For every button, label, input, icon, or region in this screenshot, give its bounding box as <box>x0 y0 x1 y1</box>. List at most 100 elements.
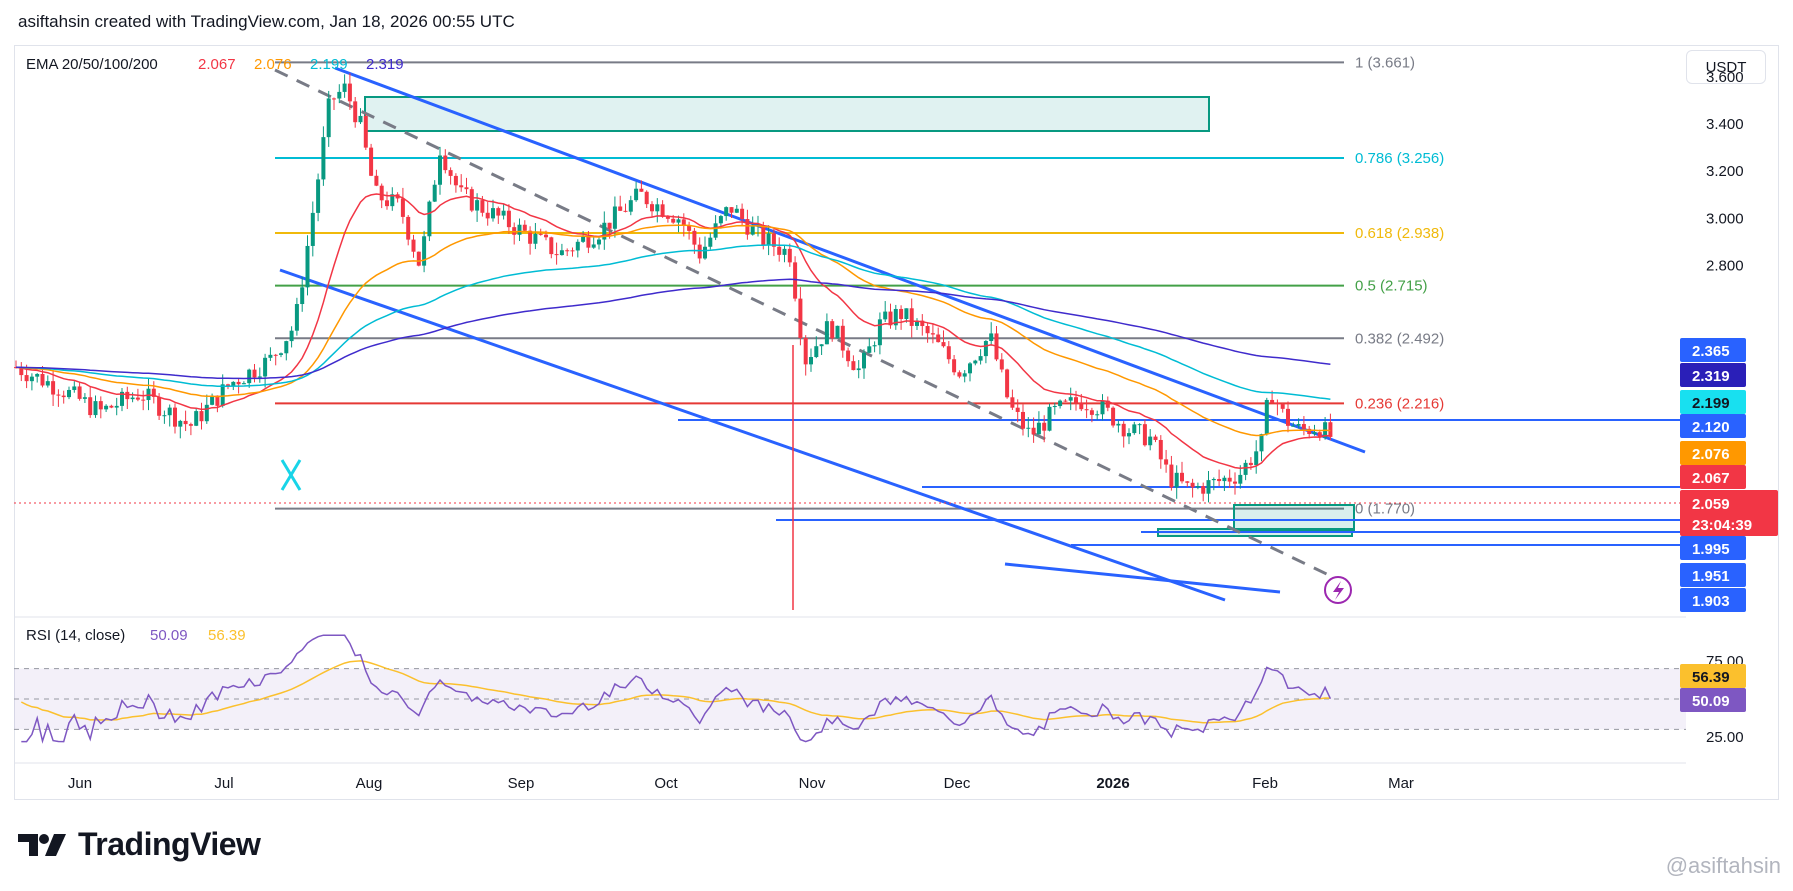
candle-body <box>279 353 283 355</box>
candle-body <box>210 395 215 405</box>
candle-body <box>1238 474 1243 484</box>
ema100-line <box>15 244 1331 401</box>
price-badge <box>1680 536 1746 560</box>
candle-body <box>215 395 220 406</box>
candle-body <box>422 236 427 266</box>
candle-body <box>453 175 458 186</box>
candle-body <box>151 388 156 397</box>
candle-body <box>496 208 501 216</box>
channel-upper-line <box>334 66 1366 454</box>
candle-body <box>1005 369 1010 398</box>
candle-body <box>411 239 416 252</box>
candle-body <box>522 224 527 231</box>
tradingview-logo-text: TradingView <box>78 826 261 862</box>
rsi-ma-line <box>20 660 1331 724</box>
chart-frame <box>14 45 1779 800</box>
candle-body <box>204 404 209 422</box>
candle-body <box>289 330 294 342</box>
price-badge-label: 2.067 <box>1692 470 1730 487</box>
candle-body <box>448 170 453 176</box>
candle-body <box>893 308 898 326</box>
candle-body <box>909 308 914 326</box>
candle-body <box>1233 481 1237 484</box>
rsi-legend-title: RSI (14, close) <box>26 627 125 644</box>
candle-body <box>586 236 591 248</box>
candle-body <box>946 346 951 360</box>
price-badge-label: 1.951 <box>1692 568 1730 585</box>
candle-body <box>1116 423 1121 426</box>
candle-body <box>1301 424 1306 429</box>
candle-body <box>1180 472 1184 482</box>
candle-body <box>1105 400 1110 408</box>
candle-body <box>544 234 548 238</box>
time-tick-label: Mar <box>1388 775 1414 792</box>
candle-body <box>141 399 146 401</box>
time-tick-label: Jun <box>68 775 92 792</box>
candle-body <box>703 246 707 259</box>
rsi-badge <box>1680 688 1746 712</box>
candle-body <box>125 391 130 400</box>
candle-body <box>761 225 766 245</box>
candle-body <box>983 341 988 357</box>
candle-body <box>82 397 87 399</box>
candle-body <box>1259 434 1264 452</box>
price-badge-label: 1.995 <box>1692 541 1730 558</box>
candle-body <box>406 216 411 240</box>
time-tick-label: Dec <box>944 775 971 792</box>
ema-legend-title: EMA 20/50/100/200 <box>26 56 158 73</box>
candle-body <box>856 368 861 371</box>
candle-body <box>93 401 98 416</box>
candle-body <box>681 219 686 226</box>
demand-zone <box>1233 504 1355 531</box>
candle-body <box>559 250 564 256</box>
candle-body <box>1211 478 1216 481</box>
ema200-line <box>15 278 1331 380</box>
candle-body <box>173 407 177 427</box>
author-watermark: @asiftahsin <box>1665 853 1781 878</box>
candle-body <box>374 175 379 186</box>
candle-body <box>77 386 82 399</box>
candle-body <box>782 248 787 255</box>
candle-body <box>88 397 93 416</box>
ema200-value: 2.319 <box>366 56 404 73</box>
candle-body <box>766 233 771 245</box>
time-tick-label: Sep <box>508 775 535 792</box>
candle-body <box>305 245 310 288</box>
candle-body <box>72 386 77 390</box>
fib-level-label: 0.786 (3.256) <box>1355 150 1444 167</box>
candle-body <box>19 367 24 376</box>
supply-zone <box>364 96 1210 132</box>
candle-body <box>1121 423 1126 437</box>
fib-level-label: 0 (1.770) <box>1355 501 1415 518</box>
candle-body <box>1164 459 1169 465</box>
candle-body <box>1132 424 1137 434</box>
candle-body <box>830 321 835 339</box>
candle-body <box>273 354 278 356</box>
price-badge <box>1680 441 1746 465</box>
cross-mark <box>280 459 302 491</box>
candle-body <box>989 333 994 342</box>
candle-body <box>713 223 718 238</box>
candle-body <box>750 225 755 235</box>
candle-body <box>459 185 464 188</box>
candle-body <box>1100 400 1105 415</box>
candle-body <box>257 376 262 378</box>
price-tick-label: 3.200 <box>1706 163 1744 180</box>
candle-body <box>1227 477 1232 482</box>
candle-body <box>952 359 957 373</box>
candle-body <box>363 115 368 148</box>
candle-body <box>671 218 676 223</box>
candle-body <box>506 210 511 228</box>
candle-body <box>941 342 946 347</box>
fib-level-label: 0.382 (2.492) <box>1355 330 1444 347</box>
candle-body <box>835 325 840 339</box>
candle-body <box>692 230 697 245</box>
candle-body <box>1036 422 1041 435</box>
candle-body <box>162 415 167 417</box>
candle-body <box>485 212 490 219</box>
currency-selector[interactable]: USDT <box>1686 50 1766 84</box>
candle-body <box>1270 399 1275 403</box>
candle-body <box>734 208 739 213</box>
price-tick-label: 3.000 <box>1706 210 1744 227</box>
